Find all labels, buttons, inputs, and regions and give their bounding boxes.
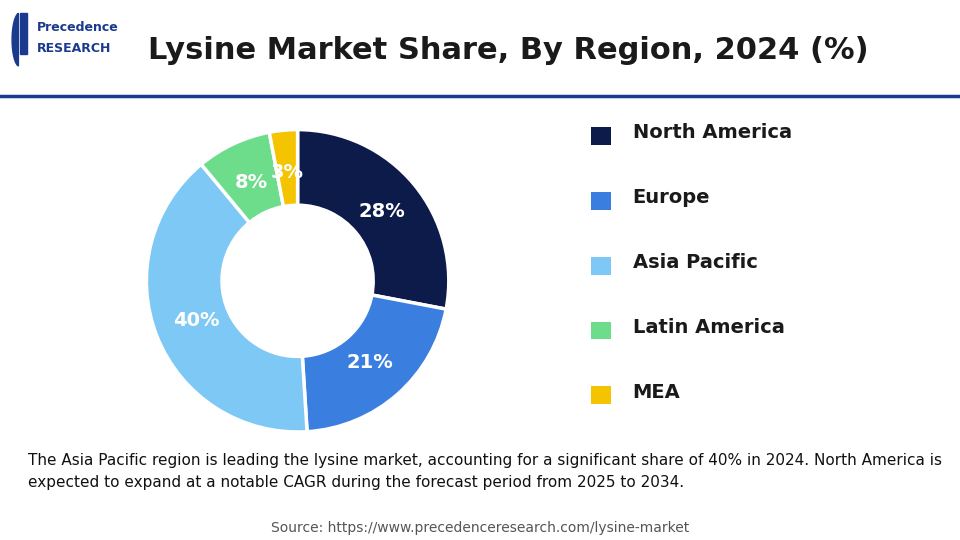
Wedge shape — [147, 164, 307, 432]
Wedge shape — [302, 295, 446, 431]
Text: The Asia Pacific region is leading the lysine market, accounting for a significa: The Asia Pacific region is leading the l… — [29, 453, 943, 490]
Text: Source: https://www.precedenceresearch.com/lysine-market: Source: https://www.precedenceresearch.c… — [271, 521, 689, 535]
Text: Lysine Market Share, By Region, 2024 (%): Lysine Market Share, By Region, 2024 (%) — [149, 36, 869, 65]
FancyBboxPatch shape — [590, 322, 611, 340]
Text: North America: North America — [633, 123, 792, 143]
Text: Europe: Europe — [633, 188, 710, 207]
Wedge shape — [269, 130, 298, 206]
FancyBboxPatch shape — [590, 387, 611, 404]
Text: Precedence: Precedence — [37, 21, 119, 34]
Text: Asia Pacific: Asia Pacific — [633, 253, 757, 272]
Polygon shape — [19, 13, 27, 54]
Text: 3%: 3% — [271, 163, 304, 182]
Wedge shape — [298, 130, 448, 309]
FancyBboxPatch shape — [590, 127, 611, 145]
Text: Latin America: Latin America — [633, 318, 784, 337]
Text: 40%: 40% — [173, 312, 220, 330]
Text: 28%: 28% — [358, 202, 405, 221]
Text: 21%: 21% — [347, 353, 393, 372]
Text: RESEARCH: RESEARCH — [37, 42, 111, 55]
Text: 8%: 8% — [234, 173, 268, 192]
Polygon shape — [12, 14, 18, 66]
Wedge shape — [202, 132, 283, 222]
FancyBboxPatch shape — [590, 257, 611, 275]
Text: MEA: MEA — [633, 382, 681, 402]
FancyBboxPatch shape — [590, 192, 611, 210]
